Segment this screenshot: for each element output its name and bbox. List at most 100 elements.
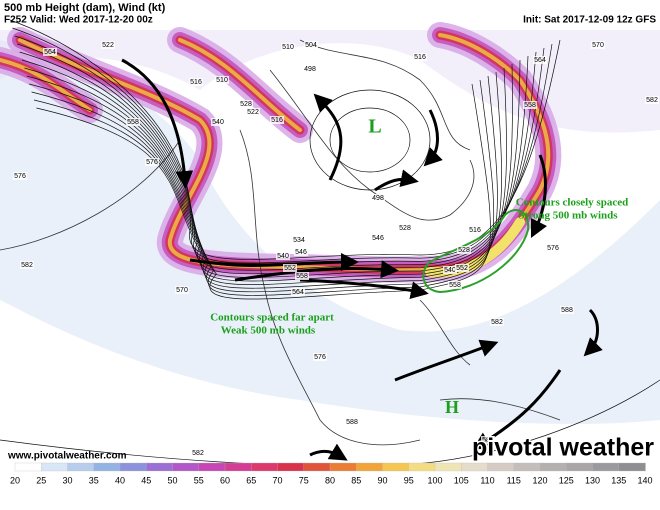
label-bg <box>523 101 537 109</box>
contour-label: 582 <box>491 319 503 326</box>
colorbar-cell <box>487 462 515 472</box>
colorbar-label: 60 <box>220 475 230 485</box>
colorbar-cell <box>461 462 489 472</box>
label-bg <box>101 41 115 49</box>
height-contour <box>36 83 491 300</box>
label-bg <box>457 246 471 254</box>
colorbar-cell <box>146 462 174 472</box>
colorbar: 20 25 30 35 40 45 50 55 60 65 70 75 80 85 90 95 100 105 11… <box>10 462 653 485</box>
label-bg <box>270 116 284 124</box>
contour-label: 516 <box>190 79 202 86</box>
colorbar-label: 20 <box>10 475 20 485</box>
colorbar-label: 30 <box>62 475 72 485</box>
label-bg <box>276 252 290 260</box>
label-bg <box>281 43 295 51</box>
label-bg <box>560 306 574 314</box>
annotation: Contours spaced far apart <box>210 312 334 324</box>
map-title: 500 mb Height (dam), Wind (kt) <box>4 2 166 14</box>
label-bg <box>490 318 504 326</box>
contour-label: 552 <box>456 265 468 272</box>
colorbar-label: 90 <box>377 475 387 485</box>
colorbar-cell <box>67 462 95 472</box>
brand-logo: pivotal weather <box>472 434 654 462</box>
label-bg <box>645 96 659 104</box>
contour-label: 522 <box>247 109 259 116</box>
colorbar-cell <box>224 462 252 472</box>
coastline <box>419 299 561 421</box>
colorbar-cell <box>539 462 567 472</box>
label-bg <box>455 264 469 272</box>
colorbar-label: 70 <box>272 475 282 485</box>
contour-label: 576 <box>146 159 158 166</box>
label-bg <box>313 353 327 361</box>
annotation: Strong 500 mb winds <box>518 210 618 222</box>
colorbar-label: 25 <box>36 475 46 485</box>
flow-arrow <box>374 169 419 192</box>
coastline <box>239 129 421 446</box>
colorbar-cell <box>14 462 42 472</box>
contour-label: 576 <box>547 245 559 252</box>
contour-label: 564 <box>534 57 546 64</box>
flow-arrow <box>530 154 548 239</box>
height-contour <box>309 89 431 191</box>
colorbar-cell <box>41 462 69 472</box>
flow-arrow <box>583 308 603 357</box>
label-bg <box>533 56 547 64</box>
colorbar-cell <box>592 462 620 472</box>
label-bg <box>413 53 427 61</box>
colorbar-cell <box>408 462 436 472</box>
colorbar-label: 65 <box>246 475 256 485</box>
label-bg <box>295 272 309 280</box>
contour-label: 558 <box>296 273 308 280</box>
annotation: Contours closely spaced <box>516 197 628 209</box>
colorbar-cell <box>434 462 462 472</box>
label-bg <box>189 78 203 86</box>
contour-label: 588 <box>561 307 573 314</box>
contour-label: 516 <box>271 117 283 124</box>
contour-label: 516 <box>469 227 481 234</box>
valid-time: F252 Valid: Wed 2017-12-20 00z <box>4 15 153 26</box>
label-bg <box>468 226 482 234</box>
colorbar-label: 120 <box>532 475 547 485</box>
label-bg <box>215 76 229 84</box>
colorbar-cell <box>566 462 594 472</box>
contour-label: 588 <box>346 419 358 426</box>
colorbar-label: 45 <box>141 475 151 485</box>
contour-label: 510 <box>216 77 228 84</box>
colorbar-cell <box>198 462 226 472</box>
colorbar-cell <box>618 462 646 472</box>
init-time: Init: Sat 2017-12-09 12z GFS <box>523 15 656 26</box>
flow-arrow <box>313 93 343 181</box>
label-bg <box>371 194 385 202</box>
annotation: Weak 500 mb winds <box>221 325 316 337</box>
colorbar-cell <box>329 462 357 472</box>
contour-label: 504 <box>305 42 317 49</box>
colorbar-label: 140 <box>637 475 652 485</box>
flow-arrow <box>299 278 429 300</box>
colorbar-cell <box>303 462 331 472</box>
colorbar-label: 85 <box>351 475 361 485</box>
colorbar-label: 110 <box>480 475 494 485</box>
colorbar-label: 135 <box>611 475 626 485</box>
label-bg <box>13 172 27 180</box>
contour-label: 588 <box>482 437 494 444</box>
label-bg <box>246 108 260 116</box>
coastline <box>299 39 471 151</box>
label-bg <box>448 281 462 289</box>
contour-label: 564 <box>292 289 304 296</box>
contour-label: 582 <box>21 262 33 269</box>
label-bg <box>191 449 205 457</box>
contour-label: 576 <box>14 173 26 180</box>
label-bg <box>481 436 495 444</box>
label-bg <box>294 248 308 256</box>
contour-label: 540 <box>277 253 289 260</box>
colorbar-label: 130 <box>585 475 600 485</box>
label-bg <box>303 65 317 73</box>
colorbar-label: 35 <box>89 475 99 485</box>
flow-arrow <box>309 443 348 461</box>
contour-label: 576 <box>314 354 326 361</box>
colorbar-label: 50 <box>167 475 177 485</box>
contour-label: 540 <box>444 267 456 274</box>
height-contour <box>329 107 411 173</box>
